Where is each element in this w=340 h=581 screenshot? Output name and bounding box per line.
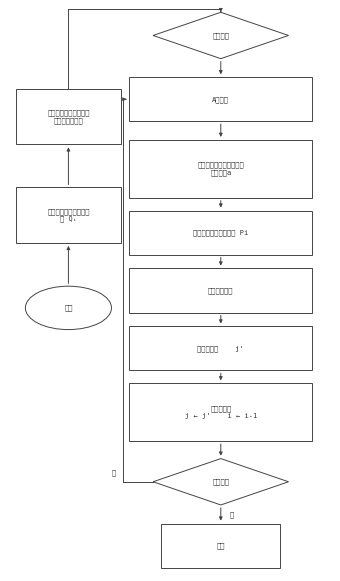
FancyBboxPatch shape (129, 77, 312, 121)
Text: A初始化: A初始化 (212, 96, 229, 102)
Polygon shape (153, 12, 289, 59)
Text: 对所有家庭基站建立程
序 Qᵢ: 对所有家庭基站建立程 序 Qᵢ (47, 208, 90, 223)
Text: 初始化功率分配方案及
功率控制参数集: 初始化功率分配方案及 功率控制参数集 (47, 109, 90, 124)
FancyBboxPatch shape (162, 523, 280, 568)
FancyBboxPatch shape (16, 187, 121, 243)
FancyBboxPatch shape (129, 327, 312, 371)
FancyBboxPatch shape (16, 89, 121, 145)
Text: 计算最优功率分配方案 Pi: 计算最优功率分配方案 Pi (193, 229, 249, 236)
Text: 计算功率控制: 计算功率控制 (208, 287, 234, 294)
Text: 更新迭代数
j ← j'    i ← i-1: 更新迭代数 j ← j' i ← i-1 (185, 406, 257, 419)
Text: 开始迭代: 开始迭代 (212, 32, 229, 39)
FancyBboxPatch shape (129, 268, 312, 313)
FancyBboxPatch shape (129, 383, 312, 441)
FancyBboxPatch shape (129, 210, 312, 254)
Text: 是否收敛: 是否收敛 (212, 479, 229, 485)
Text: 开始: 开始 (64, 304, 73, 311)
Text: 更新迭代数    j': 更新迭代数 j' (198, 345, 244, 352)
Text: 输出: 输出 (217, 542, 225, 549)
Ellipse shape (26, 286, 112, 329)
Text: 否: 否 (112, 469, 116, 476)
Text: 是: 是 (229, 511, 234, 518)
FancyBboxPatch shape (129, 140, 312, 198)
Text: 计算最优功率分配方案及
功率分配a: 计算最优功率分配方案及 功率分配a (198, 162, 244, 176)
Polygon shape (153, 458, 289, 505)
